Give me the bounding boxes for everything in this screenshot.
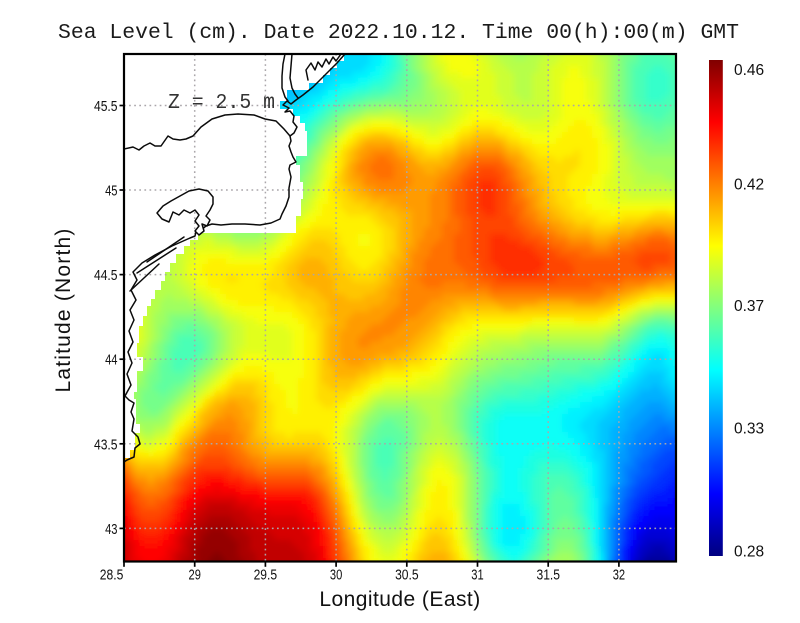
svg-text:44: 44 <box>105 352 117 369</box>
svg-text:31.5: 31.5 <box>537 567 561 584</box>
svg-text:Latitude (North): Latitude (North) <box>52 227 75 392</box>
svg-text:Longitude (East): Longitude (East) <box>319 588 480 611</box>
svg-text:31: 31 <box>471 567 483 584</box>
svg-text:0.42: 0.42 <box>734 177 764 194</box>
svg-text:43.5: 43.5 <box>94 436 118 453</box>
svg-text:32: 32 <box>613 567 625 584</box>
svg-text:30: 30 <box>330 567 342 584</box>
svg-text:Sea Level (cm). Date 2022.10.1: Sea Level (cm). Date 2022.10.12. Time 00… <box>58 22 739 45</box>
svg-text:29: 29 <box>189 567 201 584</box>
svg-text:44.5: 44.5 <box>94 267 118 284</box>
svg-text:0.46: 0.46 <box>734 62 764 79</box>
svg-text:30.5: 30.5 <box>395 567 419 584</box>
svg-text:28.5: 28.5 <box>100 567 124 584</box>
svg-text:0.37: 0.37 <box>734 298 764 315</box>
svg-text:Z = 2.5 m: Z = 2.5 m <box>168 91 275 115</box>
svg-text:29.5: 29.5 <box>254 567 278 584</box>
svg-text:0.28: 0.28 <box>734 544 764 561</box>
svg-text:0.33: 0.33 <box>734 421 764 438</box>
svg-text:45.5: 45.5 <box>94 98 118 115</box>
svg-text:43: 43 <box>105 521 117 538</box>
svg-text:45: 45 <box>105 183 117 200</box>
